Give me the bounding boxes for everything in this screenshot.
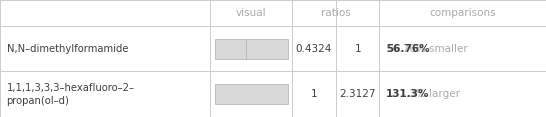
Text: 56.76%: 56.76%	[386, 44, 430, 54]
Bar	[215, 84, 288, 104]
Text: comparisons: comparisons	[429, 8, 496, 18]
Text: 1,1,1,3,3,3–hexafluoro–2–
propan(ol–d): 1,1,1,3,3,3–hexafluoro–2– propan(ol–d)	[7, 83, 134, 106]
Text: 1: 1	[354, 44, 361, 54]
Text: 131.3% larger: 131.3% larger	[386, 89, 460, 99]
Text: N,N–dimethylformamide: N,N–dimethylformamide	[7, 44, 128, 54]
Bar	[215, 38, 288, 59]
Text: visual: visual	[236, 8, 266, 18]
Text: 1: 1	[311, 89, 317, 99]
Text: 131.3%: 131.3%	[386, 89, 430, 99]
Text: ratios: ratios	[321, 8, 351, 18]
Text: 56.76% smaller: 56.76% smaller	[386, 44, 468, 54]
Text: 0.4324: 0.4324	[296, 44, 332, 54]
Text: 2.3127: 2.3127	[340, 89, 376, 99]
